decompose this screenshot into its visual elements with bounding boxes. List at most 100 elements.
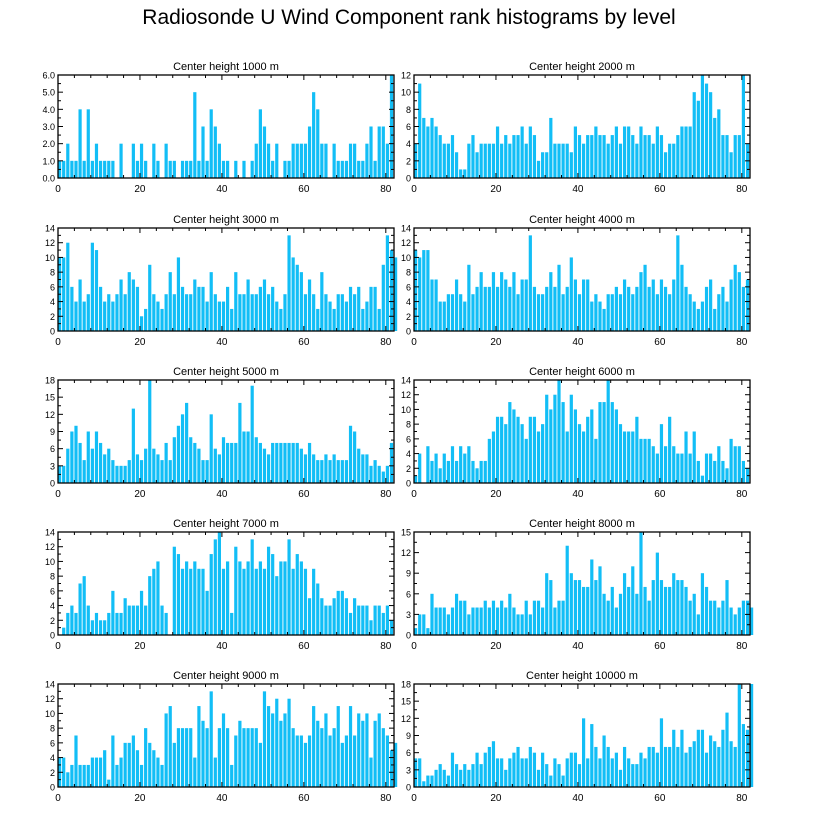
histogram-bar	[688, 600, 692, 635]
histogram-bar	[86, 431, 90, 483]
panel-title: Center height 10000 m	[526, 670, 638, 682]
histogram-bar	[144, 728, 148, 787]
x-tick-label: 80	[380, 793, 392, 804]
histogram-bar	[745, 600, 750, 635]
histogram-bar	[631, 294, 635, 331]
histogram-bar	[139, 764, 144, 787]
histogram-bar	[328, 735, 332, 787]
histogram-bar	[107, 612, 111, 635]
histogram-bar	[692, 301, 696, 331]
histogram-bar	[684, 286, 688, 331]
histogram-bar	[647, 135, 651, 178]
histogram-bar	[312, 568, 316, 635]
histogram-bar	[201, 460, 205, 483]
histogram-bar	[94, 250, 99, 331]
histogram-bar	[152, 448, 156, 483]
histogram-bar	[258, 561, 262, 635]
histogram-bar	[586, 279, 590, 331]
histogram-bar	[553, 607, 557, 635]
histogram-bar	[394, 257, 398, 331]
panel-title: Center height 1000 m	[173, 61, 279, 73]
histogram-bar	[152, 294, 156, 331]
histogram-bar	[549, 580, 553, 635]
histogram-bar	[475, 607, 479, 635]
histogram-bar	[123, 598, 127, 635]
histogram-bar	[266, 294, 271, 331]
histogram-bar	[234, 735, 238, 787]
histogram-bar	[549, 272, 553, 331]
histogram-bar	[201, 286, 205, 331]
histogram-bar	[336, 160, 340, 178]
histogram-bar	[312, 706, 316, 787]
x-tick-label: 80	[380, 641, 392, 652]
histogram-bar	[454, 764, 459, 787]
histogram-bar	[446, 460, 450, 483]
histogram-bar	[103, 750, 107, 787]
histogram-bar	[713, 117, 717, 178]
histogram-bar	[62, 160, 66, 178]
histogram-bar	[663, 446, 668, 483]
histogram-bar	[107, 448, 111, 483]
histogram-bar	[246, 431, 250, 483]
histogram-bar	[226, 160, 230, 178]
histogram-bar	[704, 453, 709, 483]
x-tick-label: 40	[216, 337, 228, 348]
histogram-bar	[197, 706, 201, 787]
histogram-bar	[291, 568, 295, 635]
y-tick-label: 18	[401, 680, 411, 690]
histogram-bar	[557, 143, 561, 178]
histogram-bar	[483, 600, 487, 635]
histogram-bar	[127, 272, 131, 331]
histogram-bar	[614, 126, 618, 178]
histogram-bar	[336, 590, 340, 635]
histogram-bar	[258, 286, 262, 331]
histogram-bar	[172, 546, 176, 635]
histogram-bar	[569, 152, 573, 178]
histogram-bar	[78, 109, 82, 178]
y-tick-label: 8	[50, 572, 55, 582]
histogram-bar	[721, 600, 725, 635]
histogram-bar	[516, 135, 520, 178]
histogram-bar	[586, 416, 590, 483]
histogram-bar	[226, 728, 230, 787]
histogram-bar	[62, 465, 66, 483]
histogram-bar	[115, 294, 119, 331]
histogram-bar	[668, 416, 672, 483]
histogram-bar	[418, 257, 422, 331]
histogram-panel-10: Center height 10000 m 0 20 40 60 80 0 3 6 9 12 15 18	[401, 670, 754, 804]
histogram-bar	[332, 728, 336, 787]
histogram-bar	[733, 614, 737, 635]
histogram-bar	[487, 438, 491, 483]
histogram-bar	[676, 746, 680, 787]
histogram-bar	[454, 152, 459, 178]
histogram-bar	[373, 605, 377, 635]
y-tick-label: 8	[406, 268, 411, 278]
histogram-bar	[672, 446, 676, 483]
histogram-bar	[495, 126, 500, 178]
histogram-bar	[627, 286, 631, 331]
histogram-bar	[119, 612, 123, 635]
histogram-bar	[463, 301, 467, 331]
y-tick-label: 12	[45, 410, 55, 420]
histogram-bar	[713, 741, 717, 787]
histogram-bar	[618, 593, 623, 635]
histogram-bar	[512, 272, 516, 331]
histogram-bar	[688, 746, 692, 787]
histogram-bar	[98, 442, 103, 483]
histogram-bar	[717, 109, 721, 178]
histogram-bar	[487, 286, 491, 331]
histogram-bar	[721, 460, 725, 483]
histogram-bar	[348, 425, 353, 483]
histogram-bar	[66, 242, 70, 331]
histogram-bar	[78, 279, 82, 331]
y-tick-label: 4	[406, 297, 411, 307]
histogram-bar	[680, 453, 684, 483]
histogram-bar	[209, 414, 213, 483]
histogram-bar	[385, 465, 389, 483]
histogram-bar	[717, 746, 721, 787]
histogram-panel-7: Center height 7000 m 0 20 40 60 80 0 2 4 6 8 10 12 14	[45, 518, 395, 652]
x-tick-label: 40	[216, 184, 228, 195]
panel-title: Center height 4000 m	[529, 214, 635, 226]
histogram-bar	[520, 279, 524, 331]
